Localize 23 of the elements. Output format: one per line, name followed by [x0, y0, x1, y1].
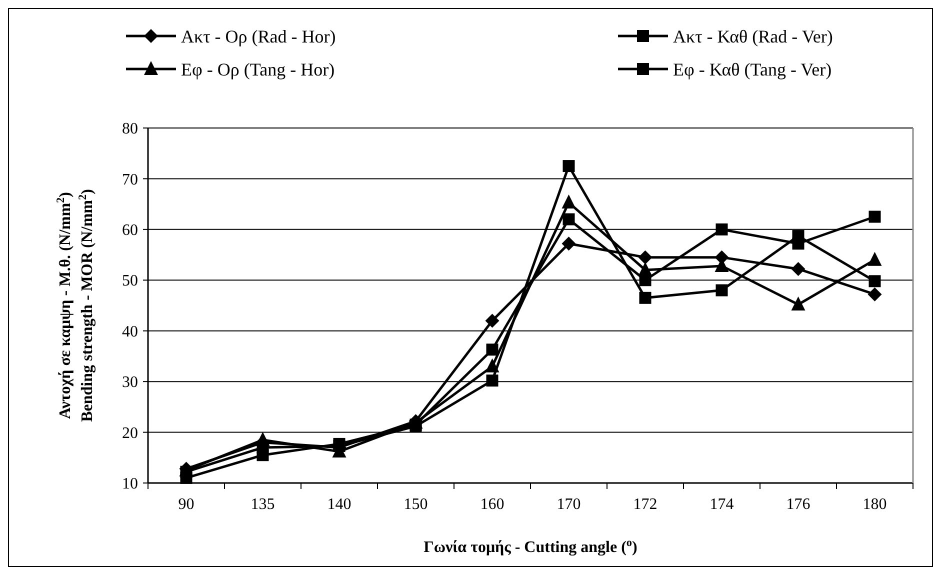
legend-label: Ακτ - Καθ (Rad - Ver)	[673, 26, 833, 46]
x-tick-label: 176	[786, 496, 810, 513]
y-tick-label: 80	[122, 120, 138, 138]
y-tick-label: 40	[122, 323, 138, 340]
y-tick-label: 70	[122, 171, 138, 188]
x-tick-label: 150	[404, 496, 428, 513]
x-tick-label: 180	[862, 496, 887, 513]
x-tick-label: 170	[556, 496, 581, 513]
x-tick-label: 90	[178, 496, 194, 513]
x-tick-label: 160	[480, 496, 504, 513]
legend-label: Εφ - Καθ (Tang - Ver)	[673, 59, 832, 80]
y-tick-label: 10	[122, 476, 138, 493]
legend-label: Ακτ - Ορ (Rad - Hor)	[181, 26, 336, 46]
x-tick-label: 140	[327, 496, 352, 513]
x-tick-label: 172	[633, 496, 658, 513]
y-tick-label: 60	[122, 222, 138, 240]
x-axis-title: Γωνία τομής - Cutting angle ($^{o}$)	[424, 537, 638, 556]
y-tick-label: 30	[122, 374, 138, 392]
y-tick-label: 20	[122, 424, 138, 442]
x-tick-label: 135	[250, 496, 275, 513]
y-tick-label: 50	[122, 272, 138, 290]
x-tick-label: 174	[710, 496, 734, 513]
legend-label: Εφ - Ορ (Tang - Hor)	[181, 59, 335, 80]
